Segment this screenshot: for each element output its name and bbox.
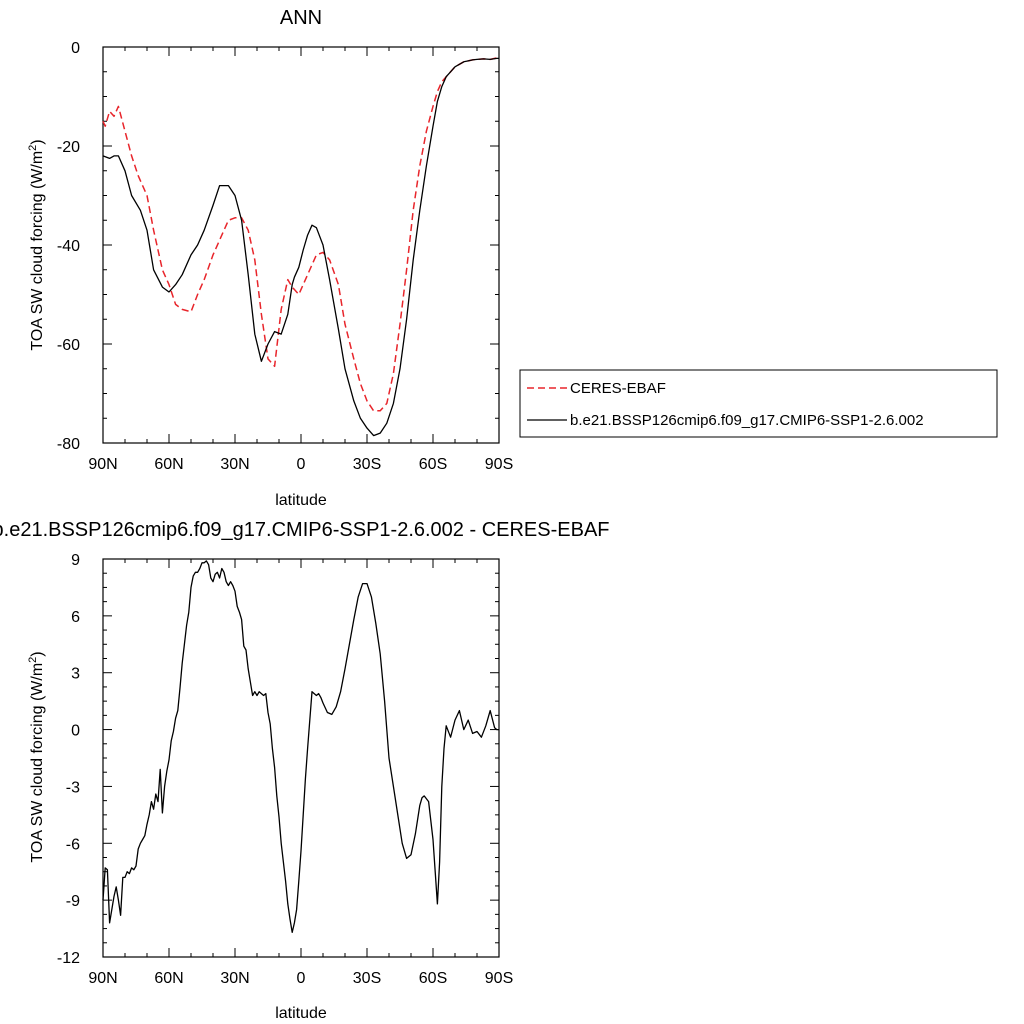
bottom-y-tick-label: 9 (71, 552, 80, 569)
bottom-y-tick-label: 6 (71, 609, 80, 626)
top-x-axis-label: latitude (275, 492, 327, 509)
bottom-x-axis-label: latitude (275, 1005, 327, 1022)
legend: CERES-EBAF b.e21.BSSP126cmip6.f09_g17.CM… (519, 369, 998, 438)
top-x-tick-label: 90N (88, 456, 117, 473)
top-x-tick-label: 90S (485, 456, 513, 473)
bottom-plot-area: 90N 60N 30N 0 30S 60S 90S 9 6 3 0 -3 -6 -9 -12 (57, 552, 513, 987)
bottom-y-tick-label: 3 (71, 666, 80, 683)
top-panel: ANN 90N 60N 30N 0 30S 60S 90S 0 -20 -40 -60 -80 lat… (27, 7, 998, 509)
top-x-tick-label: 0 (297, 456, 306, 473)
bottom-x-tick-label: 30S (353, 970, 381, 987)
top-series-line-1 (102, 57, 499, 437)
bottom-x-tick-label: 90N (88, 970, 117, 987)
top-series-line-0 (102, 57, 500, 412)
bottom-y-tick-label: -6 (66, 836, 80, 853)
bottom-x-tick-label: 0 (297, 970, 306, 987)
top-chart-title: ANN (280, 7, 322, 29)
top-y-tick-label: -20 (57, 139, 80, 156)
top-x-tick-label: 30S (353, 456, 381, 473)
top-x-tick-label: 60S (419, 456, 447, 473)
legend-label-model: b.e21.BSSP126cmip6.f09_g17.CMIP6-SSP1-2.… (570, 412, 924, 429)
bottom-y-tick-label: -3 (66, 779, 80, 796)
bottom-series-line-0 (102, 560, 499, 934)
top-y-tick-label: -40 (57, 238, 80, 255)
top-y-tick-label: 0 (71, 40, 80, 57)
bottom-x-tick-label: 90S (485, 970, 513, 987)
top-x-tick-label: 30N (220, 456, 249, 473)
bottom-y-tick-label: 0 (71, 723, 80, 740)
bottom-y-tick-label: -9 (66, 893, 80, 910)
bottom-x-tick-label: 60S (419, 970, 447, 987)
top-plot-frame (102, 46, 500, 444)
top-x-tick-label: 60N (154, 456, 183, 473)
top-y-tick-label: -80 (57, 436, 80, 453)
bottom-x-tick-label: 30N (220, 970, 249, 987)
bottom-y-axis-label: TOA SW cloud forcing (W/m2) (27, 651, 46, 862)
top-y-axis-label: TOA SW cloud forcing (W/m2) (27, 139, 46, 350)
bottom-plot-frame (102, 558, 500, 958)
bottom-chart-title: b.e21.BSSP126cmip6.f09_g17.CMIP6-SSP1-2.… (0, 519, 609, 541)
bottom-x-tick-label: 60N (154, 970, 183, 987)
legend-label-ceres: CERES-EBAF (570, 380, 666, 397)
legend-box (519, 369, 998, 438)
bottom-panel: b.e21.BSSP126cmip6.f09_g17.CMIP6-SSP1-2.… (0, 519, 609, 1022)
bottom-y-tick-label: -12 (57, 950, 80, 967)
top-plot-area: 90N 60N 30N 0 30S 60S 90S 0 -20 -40 -60 -80 (57, 40, 513, 473)
top-y-tick-label: -60 (57, 337, 80, 354)
